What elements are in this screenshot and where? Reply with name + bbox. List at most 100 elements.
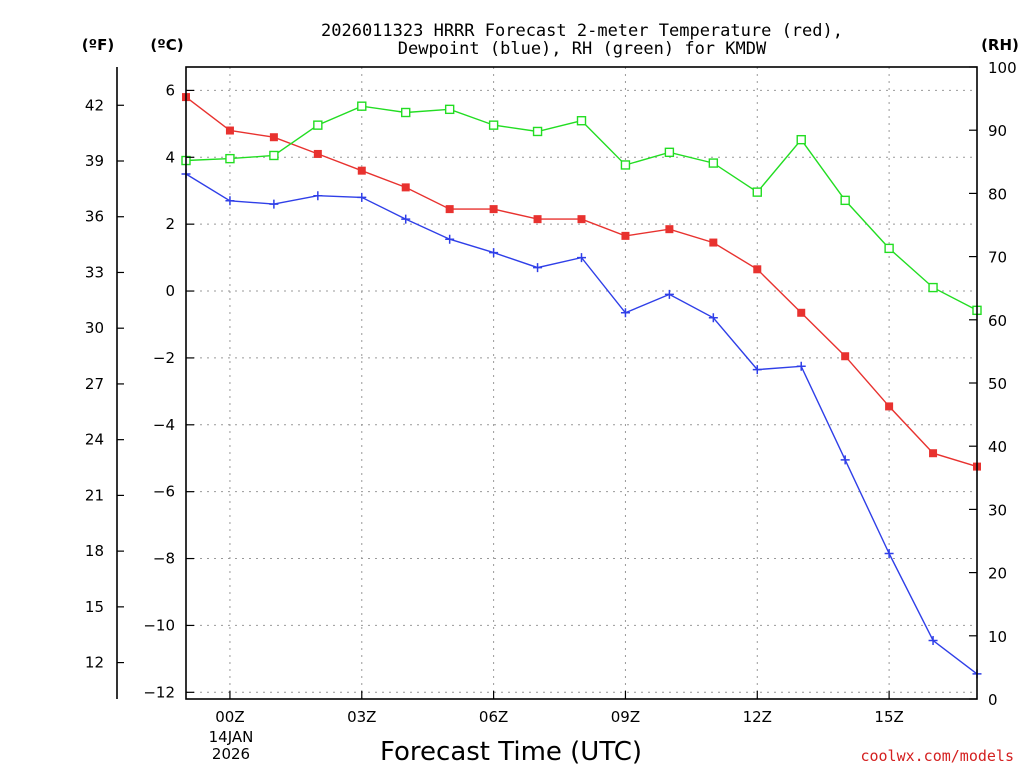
celsius-tick-label: 0 [165,282,175,300]
time-tick-label: 15Z [874,708,903,726]
series-layer [181,93,982,679]
celsius-axis: 6 4 2 0 −2 −4 −6 −8 −10 −12 [143,81,194,701]
fahrenheit-tick-label: 36 [85,208,104,226]
dewpoint-point [489,248,499,258]
dewpoint-point [840,455,850,465]
temperature-point [489,205,498,214]
dewpoint-point [401,214,411,224]
rh-point [620,160,631,170]
celsius-tick-label: −2 [153,349,175,367]
dewpoint-point [708,313,718,323]
fahrenheit-unit-label: (ºF) [82,36,114,54]
fahrenheit-tick-label: 21 [85,486,104,504]
dewpoint-point [928,635,938,645]
temperature-point [885,402,894,411]
celsius-tick-label: −6 [153,483,175,501]
fahrenheit-tick-label: 15 [85,598,104,616]
celsius-unit-label: (ºC) [150,36,183,54]
celsius-tick-label: −4 [153,416,175,434]
time-tick-label: 03Z [347,708,376,726]
rh-tick-label: 90 [988,122,1007,140]
temperature-point [357,166,366,175]
time-axis: 00Z 03Z 06Z 09Z 12Z 15Z [215,691,904,726]
rh-tick-label: 10 [988,628,1007,646]
chart-subtitle: Dewpoint (blue), RH (green) for KMDW [398,39,767,59]
fahrenheit-tick-label: 27 [85,375,104,393]
rh-point [401,107,411,118]
dewpoint-series [181,169,982,679]
rh-point [269,150,279,161]
rh-tick-label: 50 [988,375,1007,393]
plot-frame [185,66,978,700]
rh-point [752,187,762,197]
time-tick-label: 06Z [479,708,508,726]
fahrenheit-tick-label: 39 [85,152,104,170]
temperature-point [269,133,278,142]
dewpoint-point [884,549,894,559]
rh-tick-label: 60 [988,312,1007,330]
rh-point [313,120,323,130]
dewpoint-point [225,196,235,206]
temperature-point [401,183,410,192]
celsius-tick-label: −8 [153,550,175,568]
temperature-point [929,449,938,458]
temperature-point [445,205,454,214]
rh-point [840,195,850,206]
fahrenheit-tick-label: 24 [85,431,104,449]
rh-unit-label: (RH) [981,36,1019,54]
rh-point [444,104,455,115]
rh-tick-label: 80 [988,185,1007,203]
temperature-point [621,231,630,240]
fahrenheit-tick-label: 18 [85,542,104,560]
dewpoint-point [752,365,762,375]
x-axis-title: Forecast Time (UTC) [380,737,642,767]
rh-point [488,120,499,130]
dewpoint-point [664,289,674,299]
fahrenheit-tick-label: 30 [85,319,104,337]
dewpoint-point [269,199,279,209]
rh-point [884,243,894,254]
temperature-point [577,215,586,224]
dewpoint-line [185,173,978,675]
temperature-series [182,93,981,471]
celsius-tick-label: 2 [165,215,175,233]
rh-point [928,282,938,293]
celsius-tick-label: 4 [165,148,175,166]
rh-series [181,101,982,316]
celsius-tick-label: −10 [143,616,175,634]
date-day-label: 14JAN [209,728,254,746]
dewpoint-point [313,191,323,201]
temperature-point [533,215,542,224]
rh-axis: 0 10 20 30 40 50 60 70 80 90 100 [969,59,1017,709]
rh-tick-label: 70 [988,249,1007,267]
temperature-point [753,265,762,274]
chart-title: 2026011323 HRRR Forecast 2-meter Tempera… [321,21,843,41]
rh-point [796,134,806,145]
time-tick-label: 12Z [743,708,772,726]
fahrenheit-tick-label: 33 [85,263,104,281]
celsius-tick-label: 6 [165,81,175,99]
temperature-point [841,352,850,361]
fahrenheit-axis: 42 39 36 33 30 27 24 21 18 15 12 [85,67,124,699]
rh-point [225,153,235,164]
temperature-point [709,238,718,247]
dewpoint-point [796,361,806,371]
rh-tick-label: 100 [988,59,1017,77]
fahrenheit-tick-label: 12 [85,654,104,672]
fahrenheit-tick-label: 42 [85,96,104,114]
dewpoint-point [357,192,367,202]
temperature-point [797,308,806,317]
source-credit: coolwx.com/models [860,747,1014,765]
dewpoint-point [577,253,586,263]
temperature-point [225,126,234,135]
time-tick-label: 09Z [611,708,640,726]
rh-tick-label: 40 [988,438,1007,456]
celsius-tick-label: −12 [143,683,175,701]
rh-point [532,126,543,137]
temperature-line [185,96,978,468]
rh-point [357,101,367,111]
rh-tick-label: 0 [988,691,998,709]
rh-point [664,147,675,158]
temperature-point [665,225,674,234]
rh-tick-label: 30 [988,501,1007,519]
